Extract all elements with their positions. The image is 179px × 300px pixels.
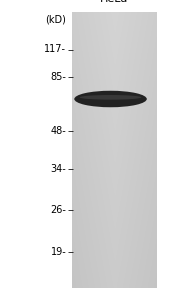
Text: 26-: 26- (50, 205, 66, 215)
Ellipse shape (80, 95, 141, 100)
Text: 85-: 85- (50, 71, 66, 82)
Text: 19-: 19- (50, 247, 66, 257)
Text: 48-: 48- (50, 125, 66, 136)
Text: 117-: 117- (44, 44, 66, 55)
Text: (kD): (kD) (45, 14, 66, 25)
Text: HeLa: HeLa (100, 0, 128, 4)
Ellipse shape (74, 91, 147, 107)
Text: 34-: 34- (50, 164, 66, 175)
